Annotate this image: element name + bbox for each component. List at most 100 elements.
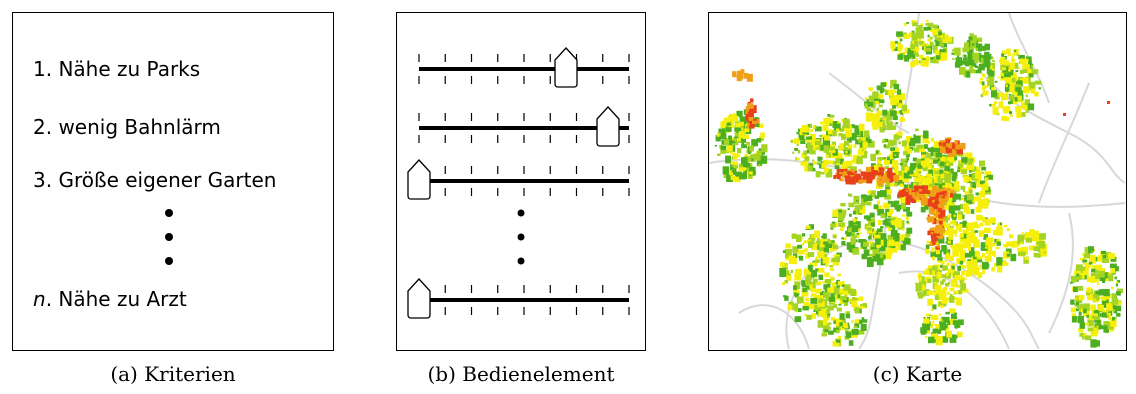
map-area	[934, 282, 937, 284]
criteria-panel: 1. Nähe zu Parks 2. wenig Bahnlärm 3. Gr…	[12, 12, 334, 351]
map-area	[915, 53, 919, 57]
map-area	[864, 97, 868, 100]
map-area	[869, 212, 875, 218]
map-area	[913, 171, 919, 177]
map-area	[923, 131, 929, 139]
map-area	[866, 257, 874, 267]
map-area	[1024, 256, 1030, 260]
map-area	[830, 223, 836, 228]
slider[interactable]	[418, 106, 630, 147]
map-area	[977, 199, 984, 209]
map-hotspot	[938, 203, 945, 210]
map-hotspot	[922, 185, 929, 190]
map-area	[809, 272, 812, 274]
map-area	[1007, 71, 1014, 76]
map-area	[944, 202, 950, 209]
map-area	[923, 317, 926, 319]
map-area	[1077, 296, 1083, 304]
map-area	[882, 117, 886, 120]
map-area	[744, 154, 749, 157]
map-area	[793, 138, 800, 144]
map-area	[1017, 250, 1023, 256]
map-area	[898, 93, 905, 101]
map-area	[1084, 247, 1091, 255]
map-area	[914, 177, 921, 182]
map-area	[820, 290, 825, 297]
map-area	[911, 20, 917, 25]
map-area	[1006, 228, 1010, 232]
map-area	[1078, 311, 1082, 316]
map-area	[933, 292, 937, 296]
map-area	[876, 110, 882, 116]
map-area	[801, 152, 808, 159]
slider-handle[interactable]	[554, 47, 578, 88]
slider-handle[interactable]	[407, 159, 431, 200]
map-hotspot	[870, 166, 875, 170]
slider[interactable]	[418, 47, 630, 88]
map-area	[810, 297, 818, 304]
map-area	[1110, 268, 1115, 274]
slider[interactable]	[407, 278, 630, 319]
map-area	[1006, 89, 1009, 92]
map-area	[977, 256, 983, 263]
map-area	[993, 103, 997, 106]
map-area	[925, 193, 930, 197]
map-area	[846, 232, 852, 237]
map-area	[859, 135, 866, 143]
map-area	[798, 251, 802, 255]
map-area	[963, 206, 971, 213]
map-area	[925, 57, 929, 61]
map-area	[989, 237, 994, 242]
map-area	[887, 141, 895, 147]
map-area	[943, 223, 951, 228]
map-area	[1097, 283, 1100, 285]
map-area	[949, 269, 956, 276]
map-area	[896, 208, 901, 212]
map-area	[816, 162, 820, 165]
map-area	[733, 163, 738, 169]
map-area	[1007, 101, 1012, 105]
map-area	[1021, 251, 1026, 256]
map-area	[1079, 322, 1086, 329]
map-area	[1087, 293, 1095, 301]
map-area	[859, 123, 865, 132]
map-area	[1070, 275, 1078, 283]
map-area	[1109, 263, 1117, 269]
map-area	[1001, 115, 1008, 121]
map-area	[821, 333, 827, 337]
map-hotspot	[861, 178, 867, 183]
map-area	[1088, 246, 1094, 252]
map-area	[986, 85, 989, 88]
map-area	[977, 267, 981, 270]
map-area	[795, 291, 800, 296]
map-area	[1110, 256, 1117, 262]
map-area	[823, 128, 828, 132]
map-area	[757, 150, 762, 156]
map-area	[840, 163, 848, 172]
map-area	[806, 285, 810, 290]
slider-handle[interactable]	[407, 278, 431, 319]
map-area	[880, 122, 886, 129]
map-area	[878, 121, 883, 128]
map-area	[1102, 279, 1106, 283]
map-area	[923, 60, 929, 67]
slider-handle[interactable]	[596, 106, 620, 147]
slider[interactable]	[407, 159, 630, 200]
map-area	[715, 135, 721, 142]
map-area	[744, 123, 749, 128]
map-area	[894, 182, 898, 187]
map-area	[957, 266, 961, 271]
map-area	[897, 53, 901, 56]
map-area	[935, 249, 940, 255]
map-area	[852, 155, 860, 164]
map-area	[750, 171, 753, 175]
map-area	[827, 129, 833, 135]
map-area	[972, 52, 980, 60]
map-area	[945, 272, 949, 276]
map-area	[820, 121, 824, 125]
map-hotspot	[920, 198, 928, 203]
ellipsis-dot	[517, 233, 525, 241]
map-area	[802, 288, 808, 293]
map-area	[1003, 63, 1010, 69]
map-area	[730, 175, 734, 178]
